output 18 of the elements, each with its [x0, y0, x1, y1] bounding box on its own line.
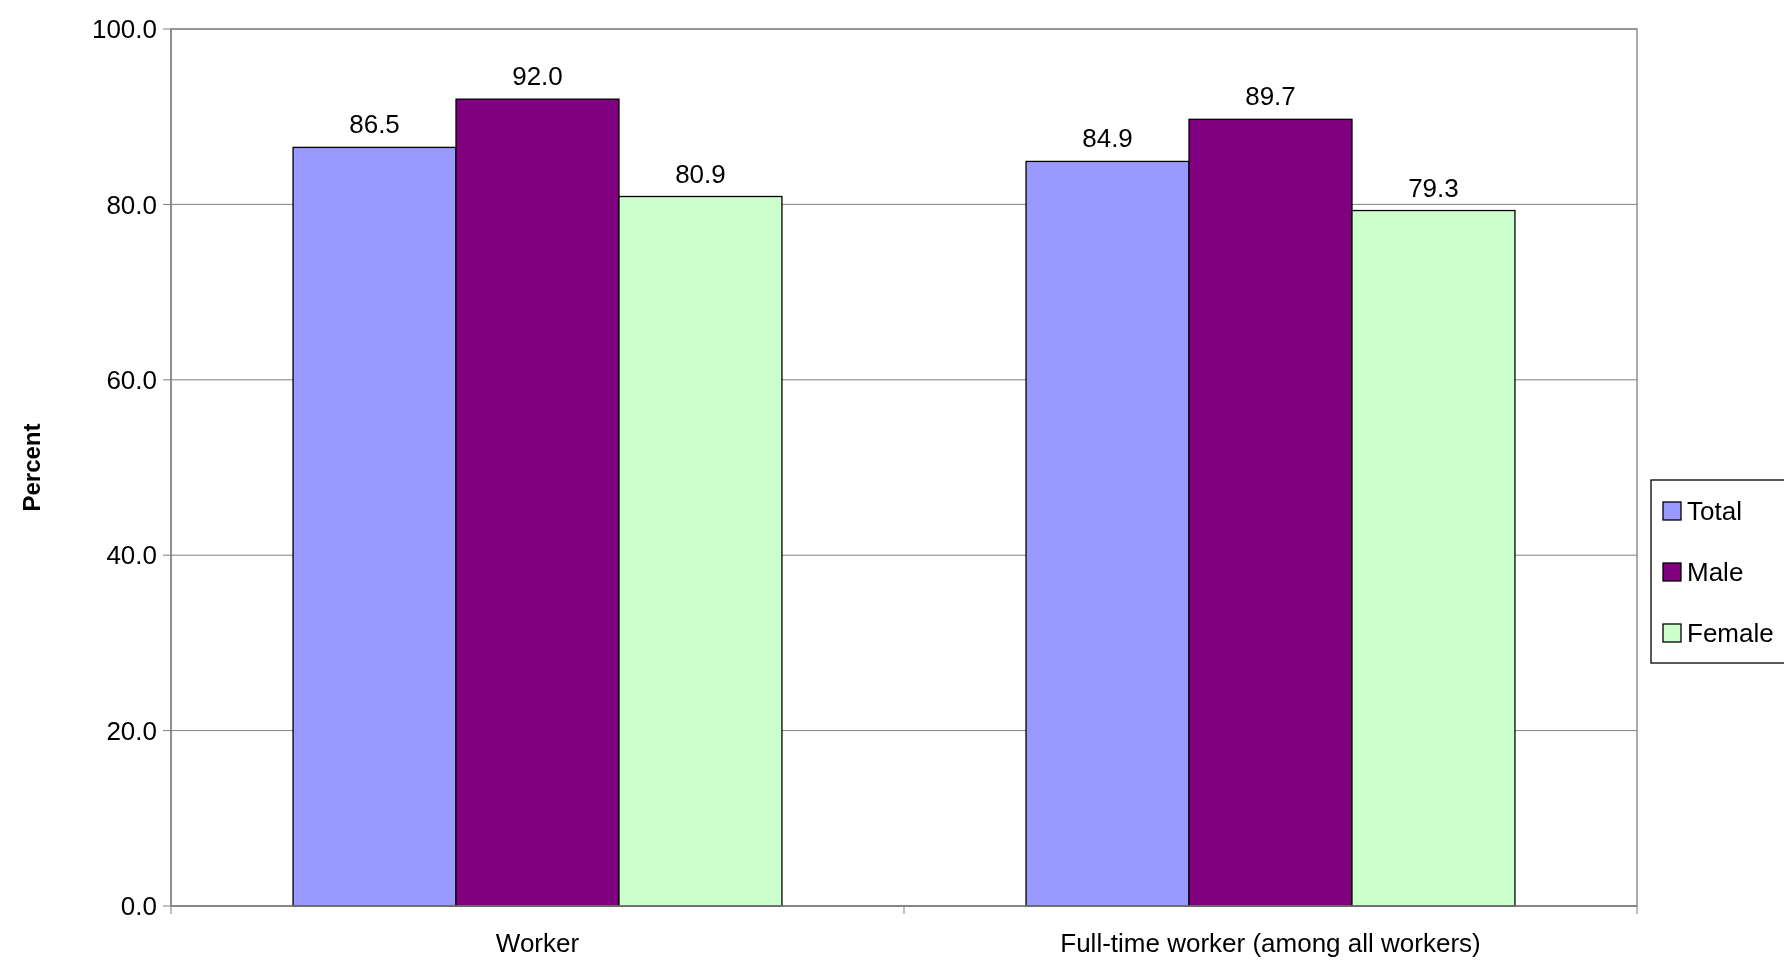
y-tick-label: 20.0: [106, 715, 157, 746]
data-label: 84.9: [1082, 123, 1133, 154]
data-label: 80.9: [675, 158, 726, 189]
legend-label: Male: [1687, 557, 1744, 588]
y-tick-label: 100.0: [91, 14, 157, 45]
x-tick-label: Full-time worker (among all workers): [1060, 928, 1481, 958]
data-label: 89.7: [1245, 81, 1296, 112]
data-label: 79.3: [1408, 172, 1459, 203]
data-label: 92.0: [512, 61, 563, 92]
legend-label: Female: [1687, 618, 1774, 649]
data-label: 86.5: [349, 109, 400, 140]
y-axis-title: Percent: [18, 423, 45, 512]
legend-label: Total: [1687, 496, 1742, 527]
y-tick-label: 80.0: [106, 189, 157, 220]
y-tick-label: 0.0: [120, 891, 157, 922]
y-tick-label: 40.0: [106, 540, 157, 571]
y-tick-label: 60.0: [106, 364, 157, 395]
x-tick-label: Worker: [495, 928, 580, 958]
